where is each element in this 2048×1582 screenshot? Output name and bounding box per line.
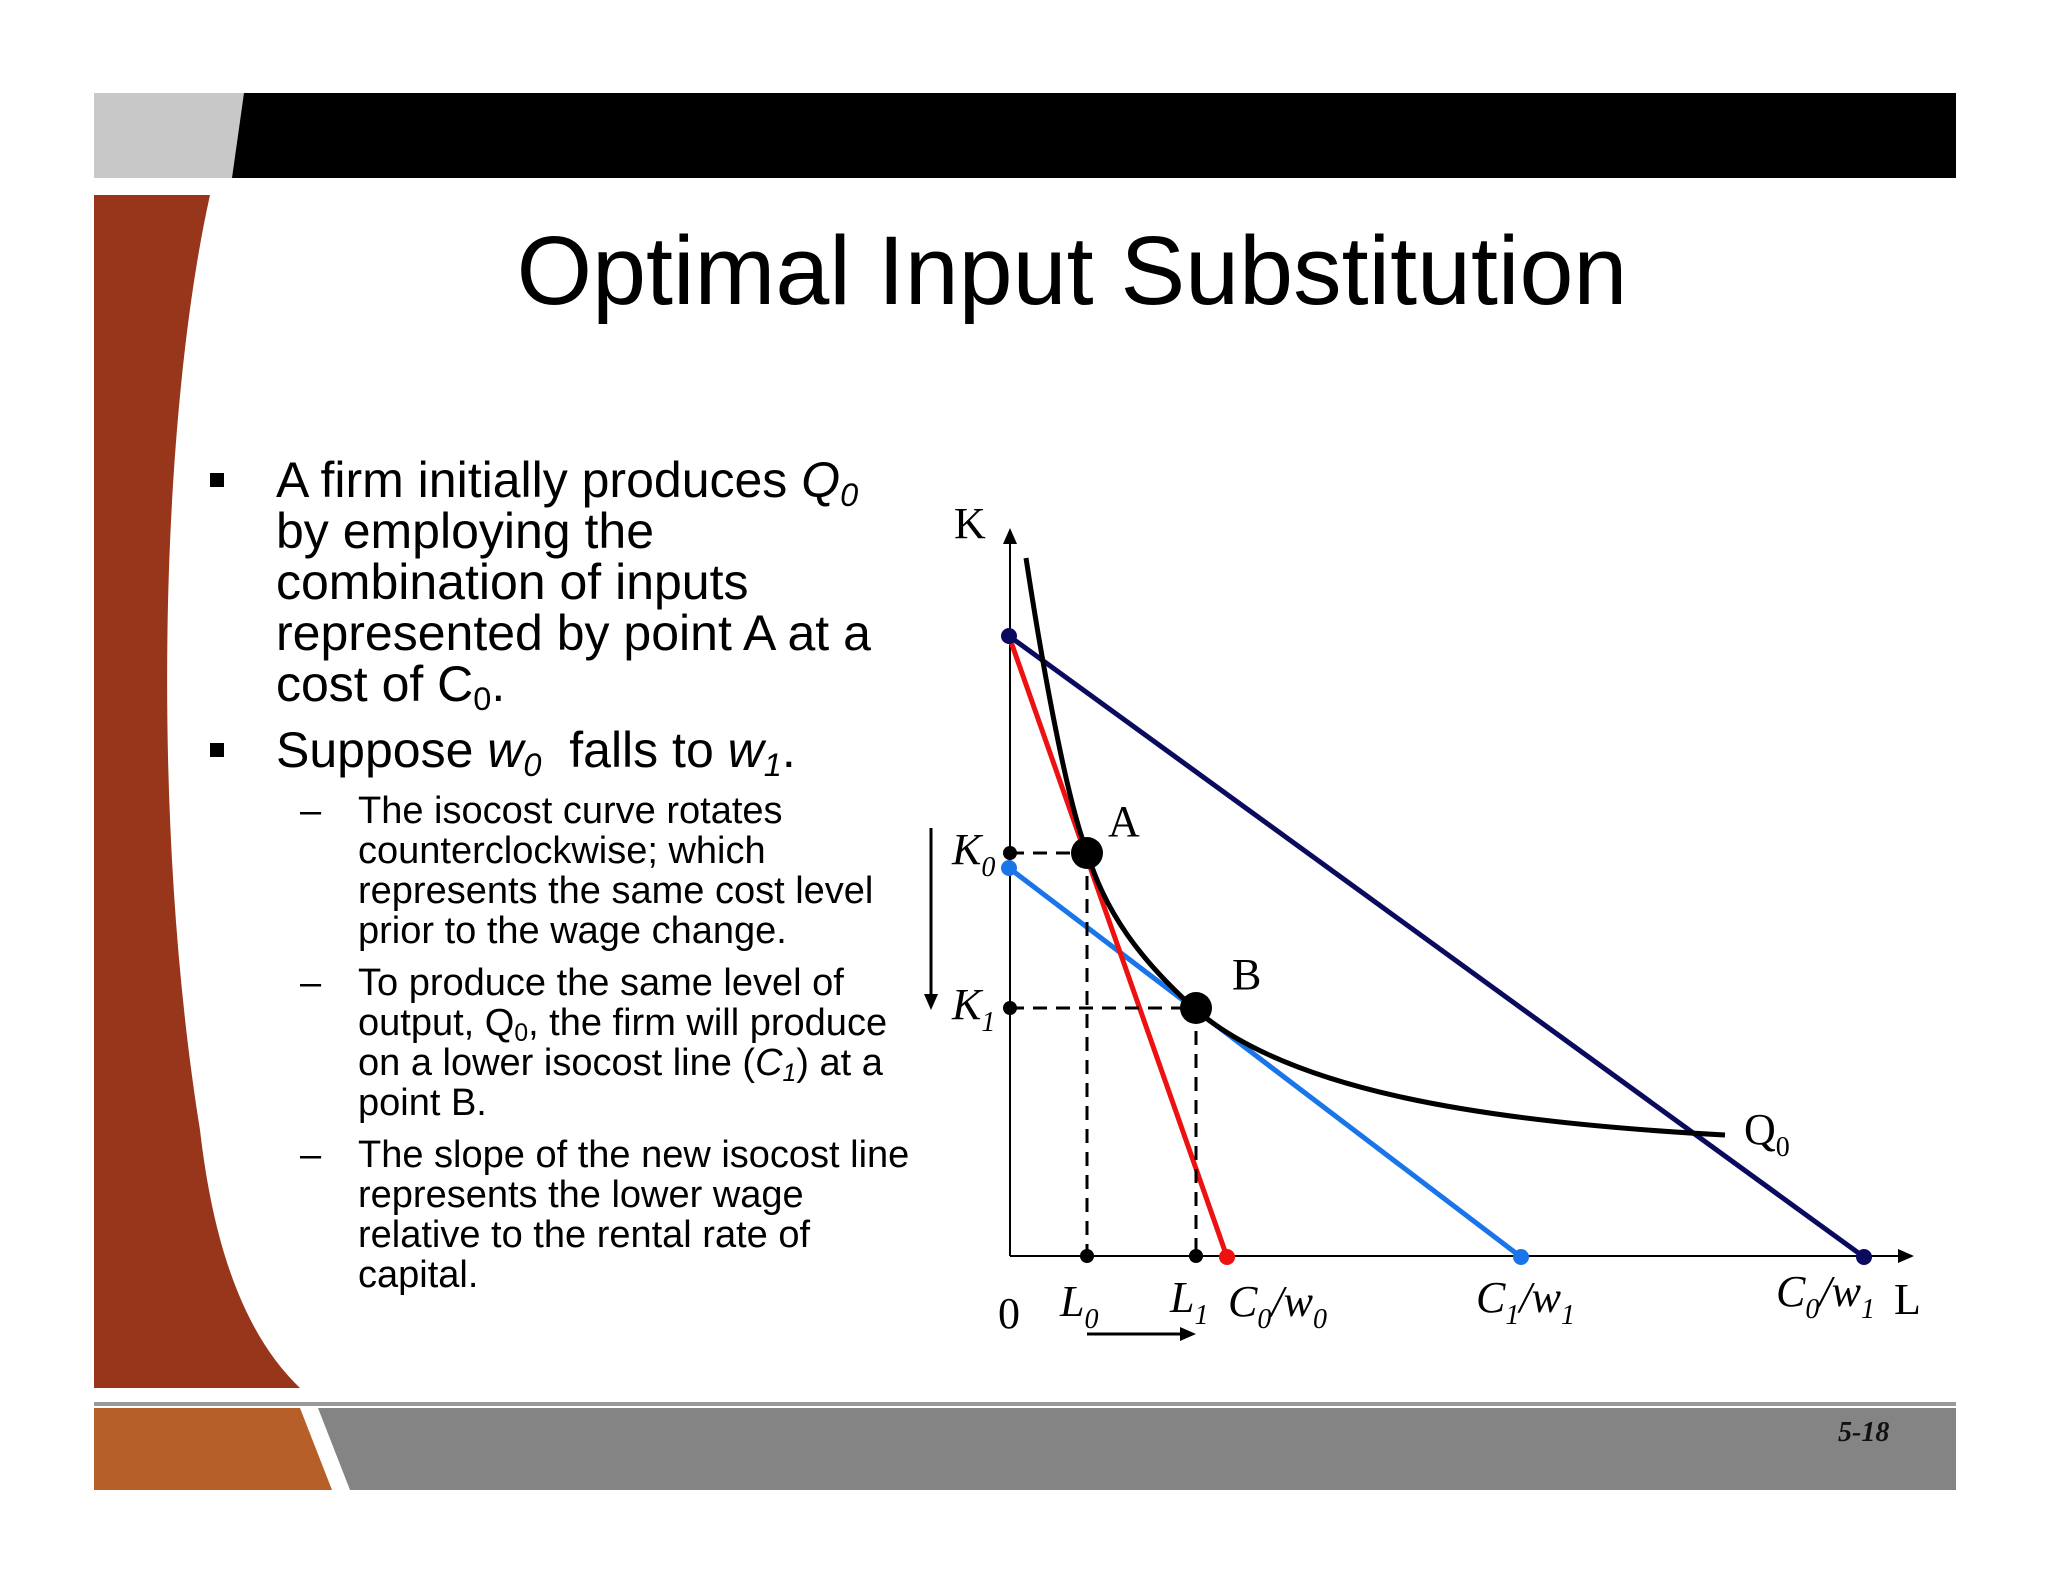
slide-title: Optimal Input Substitution: [516, 216, 1628, 325]
q0-sub: 0: [1775, 1132, 1790, 1163]
sub-bullet-2: – To produce the same level of output, Q…: [200, 963, 920, 1123]
sub-bullet-2-mid: , the firm will produce on a lower isoco…: [358, 1002, 888, 1084]
footer-white-divider: [300, 1408, 350, 1490]
bullet-1-c-sub: 0: [473, 681, 492, 718]
bullet-1: A firm initially produces Q0 by employin…: [200, 452, 920, 715]
bullet-2-end: .: [781, 722, 796, 778]
k0-label: K0: [952, 828, 995, 890]
k0-sub: 0: [981, 852, 996, 883]
isoquant-q0-curve: [1023, 557, 1726, 1138]
l1-sub: 1: [1194, 1300, 1209, 1331]
sub-bullet-2-c: C: [755, 1042, 783, 1084]
isocost-c1-w1-line: [1007, 866, 1523, 1259]
sub-bullet-1-text: The isocost curve rotates counterclockwi…: [358, 790, 874, 952]
sub-bullet-list: – The isocost curve rotates counterclock…: [200, 791, 920, 1295]
k-axis-label: K: [954, 499, 986, 548]
bullet-2-w0-sub: 0: [523, 747, 542, 784]
l1-label: L1: [1170, 1276, 1208, 1338]
header-black-bar: [232, 93, 1956, 178]
sub-bullet-2-pre: To produce the same level of output, Q: [358, 962, 844, 1044]
c1w1-sub2: 1: [1560, 1300, 1575, 1331]
k1-label: K1: [952, 983, 995, 1045]
c0-w0-label: C0/w0: [1228, 1280, 1327, 1342]
c0-w1-label: C0/w1: [1776, 1270, 1875, 1332]
k1-sub: 1: [981, 1007, 996, 1038]
bullet-square-icon: [210, 473, 224, 487]
bullet-2-w1: w: [727, 722, 764, 778]
sub-bullet-3: – The slope of the new isocost line repr…: [200, 1135, 920, 1295]
l0-letter: L: [1060, 1277, 1085, 1326]
l-axis-arrowhead: [1898, 1249, 1914, 1263]
l1-letter: L: [1170, 1273, 1195, 1322]
page-number: 5-18: [1838, 1417, 1890, 1448]
dash-marker: –: [300, 1134, 322, 1176]
bullet-square-icon: [210, 743, 224, 757]
c1w1-c: C: [1476, 1273, 1506, 1322]
c0w0-c: C: [1228, 1277, 1258, 1326]
c1w1-mid: /w: [1519, 1273, 1561, 1322]
point-a-marker: [1071, 837, 1103, 869]
sub-bullet-3-text: The slope of the new isocost line repres…: [358, 1134, 910, 1296]
footer-line: [94, 1402, 1956, 1406]
sub-bullet-2-q-sub: 0: [514, 1020, 529, 1048]
c0w1-sub1: 0: [1805, 1294, 1820, 1325]
l-axis-label: L: [1894, 1275, 1921, 1324]
bullet-1-text-rest: by employing the combination of inputs r…: [276, 503, 871, 712]
point-b-label: B: [1232, 950, 1262, 999]
isocost-graph: [924, 528, 1914, 1341]
c1w1-sub1: 1: [1505, 1300, 1520, 1331]
bullet-2: Suppose w0 falls to w1.: [200, 722, 920, 781]
left-decorative-band: [94, 195, 300, 1388]
k1-axis-dot: [1003, 1001, 1017, 1015]
c0w1-sub2: 1: [1860, 1294, 1875, 1325]
bullet-1-q-sub: 0: [840, 477, 859, 514]
bullet-1-q: Q: [801, 452, 841, 508]
isocost-c0-w0-line: [1006, 635, 1230, 1258]
sub-bullet-1: – The isocost curve rotates counterclock…: [200, 791, 920, 951]
point-a-label: A: [1108, 797, 1140, 846]
c1-w1-label: C1/w1: [1476, 1276, 1575, 1338]
intercept-c0w1-dot: [1856, 1249, 1872, 1265]
bullet-1-text-start: A firm initially produces: [276, 452, 802, 508]
intercept-c0-k-dot: [1001, 628, 1017, 644]
bullet-2-pre: Suppose: [276, 722, 488, 778]
q0-letter: Q: [1744, 1105, 1776, 1154]
isocost-c0-w1-line: [1007, 633, 1866, 1260]
k-decrease-arrowhead: [924, 994, 938, 1010]
k1-letter: K: [952, 980, 982, 1029]
q0-label: Q0: [1744, 1108, 1790, 1170]
point-b-marker: [1180, 992, 1212, 1024]
dash-marker: –: [300, 962, 322, 1004]
l0-sub: 0: [1084, 1304, 1099, 1335]
c0w1-mid: /w: [1819, 1267, 1861, 1316]
footer-orange-accent: [94, 1408, 335, 1490]
footer-gray-bar: [300, 1408, 1956, 1490]
k0-axis-dot: [1003, 846, 1017, 860]
intercept-c0w0-dot: [1219, 1249, 1235, 1265]
c0w0-sub2: 0: [1312, 1304, 1327, 1335]
l0-label: L0: [1060, 1280, 1098, 1342]
bullet-list: A firm initially produces Q0 by employin…: [200, 455, 920, 1307]
intercept-c1w1-dot: [1513, 1249, 1529, 1265]
bullet-1-end: .: [491, 656, 506, 712]
c0w0-sub1: 0: [1257, 1304, 1272, 1335]
sub-bullet-2-post: ) at a point B.: [358, 1042, 883, 1124]
k0-letter: K: [952, 825, 982, 874]
bullet-2-w0: w: [487, 722, 524, 778]
l-increase-arrowhead: [1180, 1327, 1196, 1341]
l0-axis-dot: [1080, 1249, 1094, 1263]
origin-label: 0: [998, 1289, 1020, 1338]
bullet-2-mid: falls to: [541, 722, 728, 778]
bullet-2-w1-sub: 1: [763, 747, 782, 784]
intercept-c1-k-dot: [1001, 860, 1017, 876]
l1-axis-dot: [1189, 1249, 1203, 1263]
k-axis-arrowhead: [1003, 528, 1017, 544]
dash-marker: –: [300, 790, 322, 832]
c0w1-c: C: [1776, 1267, 1806, 1316]
header-gray-tab: [94, 93, 244, 178]
sub-bullet-2-c-sub: 1: [782, 1060, 797, 1088]
c0w0-mid: /w: [1271, 1277, 1313, 1326]
